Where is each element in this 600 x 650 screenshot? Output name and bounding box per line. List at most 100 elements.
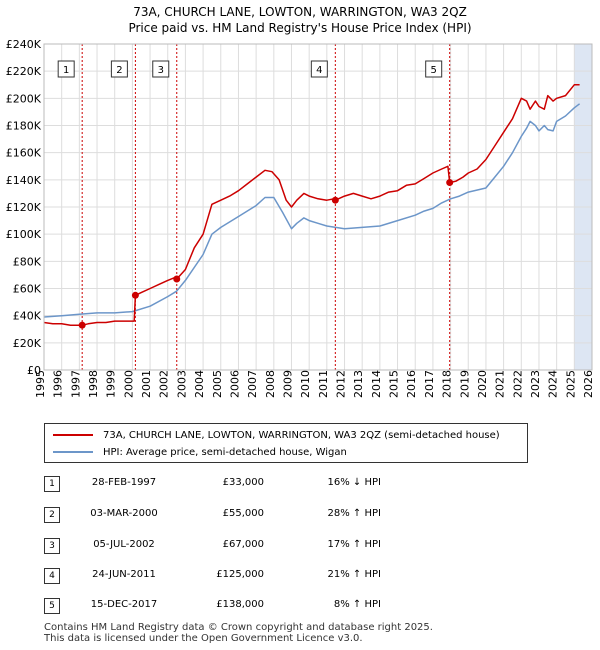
x-tick-label: 2019 <box>458 370 471 398</box>
transaction-hpi-diff: 21% ↑ HPI <box>327 569 381 580</box>
x-tick-label: 2000 <box>122 370 135 398</box>
transaction-price: £125,000 <box>216 569 264 580</box>
footer-copyright: Contains HM Land Registry data © Crown c… <box>44 622 433 633</box>
x-tick-label: 2023 <box>529 370 542 398</box>
x-tick-label: 2003 <box>175 370 188 398</box>
transaction-row: 5 15-DEC-2017 £138,000 8% ↑ HPI <box>44 596 584 616</box>
y-tick-label: £120K <box>6 201 42 214</box>
x-tick-label: 2012 <box>335 370 348 398</box>
x-tick-label: 1996 <box>52 370 65 398</box>
x-tick-label: 2015 <box>388 370 401 398</box>
x-tick-label: 1997 <box>69 370 82 398</box>
sale-number-label: 5 <box>431 65 437 76</box>
x-tick-label: 2014 <box>370 370 383 398</box>
x-tick-label: 2013 <box>352 370 365 398</box>
chart-title-address: 73A, CHURCH LANE, LOWTON, WARRINGTON, WA… <box>133 5 467 19</box>
x-tick-label: 2018 <box>441 370 454 398</box>
x-tick-label: 2009 <box>281 370 294 398</box>
transaction-date: 24-JUN-2011 <box>92 569 156 580</box>
y-tick-label: £240K <box>6 38 42 51</box>
y-tick-label: £60K <box>13 283 42 296</box>
sale-number-label: 4 <box>316 65 322 76</box>
x-tick-label: 1999 <box>105 370 118 398</box>
y-tick-label: £100K <box>6 228 42 241</box>
transaction-number-badge: 1 <box>44 476 60 492</box>
y-tick-label: £0 <box>27 364 41 377</box>
y-axis-tick-labels: £0 £20K £40K £60K £80K £100K £120K £140K £160K £1… <box>6 38 42 377</box>
x-tick-label: 2004 <box>193 370 206 398</box>
x-tick-label: 2026 <box>582 370 595 398</box>
sale-number-box <box>425 60 443 78</box>
transaction-date: 28-FEB-1997 <box>91 477 157 488</box>
transaction-row: 3 05-JUL-2002 £67,000 17% ↑ HPI <box>44 536 584 556</box>
x-tick-label: 2005 <box>211 370 224 398</box>
sale-number-label: 1 <box>63 65 69 76</box>
transaction-number-badge: 3 <box>44 538 60 554</box>
x-tick-label: 2001 <box>140 370 153 398</box>
footer-licence: This data is licensed under the Open Gov… <box>44 633 363 644</box>
x-tick-label: 2020 <box>476 370 489 398</box>
x-tick-label: 2011 <box>317 370 330 398</box>
x-tick-label: 2007 <box>246 370 259 398</box>
chart-legend: 73A, CHURCH LANE, LOWTON, WARRINGTON, WA… <box>44 423 528 463</box>
sale-point <box>173 275 181 283</box>
sale-number-label: 3 <box>158 65 164 76</box>
x-tick-label: 1995 <box>34 370 47 398</box>
sale-number-box <box>152 60 170 78</box>
transaction-price: £67,000 <box>222 539 264 550</box>
transaction-number-badge: 5 <box>44 598 60 614</box>
transaction-row: 4 24-JUN-2011 £125,000 21% ↑ HPI <box>44 566 584 586</box>
transaction-number-badge: 2 <box>44 507 60 523</box>
plot-area-frame <box>43 43 593 371</box>
sale-point <box>331 196 339 204</box>
x-tick-label: 2016 <box>405 370 418 398</box>
x-tick-label: 2006 <box>228 370 241 398</box>
x-tick-label: 2021 <box>494 370 507 398</box>
y-tick-label: £200K <box>6 92 42 105</box>
sale-number-box <box>110 60 128 78</box>
legend-property-label: 73A, CHURCH LANE, LOWTON, WARRINGTON, WA… <box>103 429 500 441</box>
legend-item-property: 73A, CHURCH LANE, LOWTON, WARRINGTON, WA… <box>53 427 500 443</box>
y-tick-label: £20K <box>13 337 42 350</box>
x-tick-label: 2022 <box>511 370 524 398</box>
x-tick-label: 2025 <box>564 370 577 398</box>
y-tick-label: £180K <box>6 120 42 133</box>
x-tick-label: 2010 <box>299 370 312 398</box>
transaction-row: 1 28-FEB-1997 £33,000 16% ↓ HPI <box>44 474 584 494</box>
chart-title-subtitle: Price paid vs. HM Land Registry's House … <box>128 21 472 35</box>
x-tick-label: 2017 <box>423 370 436 398</box>
sale-point <box>78 321 86 329</box>
transaction-price: £33,000 <box>222 477 264 488</box>
legend-item-hpi: HPI: Average price, semi-detached house,… <box>53 444 347 460</box>
y-tick-label: £160K <box>6 147 42 160</box>
transaction-number-badge: 4 <box>44 568 60 584</box>
legend-blue-line <box>53 451 93 453</box>
sale-point <box>131 291 139 299</box>
legend-red-line <box>53 434 93 436</box>
x-tick-label: 2002 <box>158 370 171 398</box>
x-axis-tick-labels: 1995 1996 1997 1998 1999 2000 2001 2002 2003 2004… <box>34 370 595 398</box>
sale-number-label: 2 <box>116 65 122 76</box>
sale-point <box>446 179 454 187</box>
transaction-hpi-diff: 17% ↑ HPI <box>327 539 381 550</box>
sale-number-box <box>57 60 75 78</box>
x-tick-label: 2008 <box>264 370 277 398</box>
transaction-date: 15-DEC-2017 <box>90 599 158 610</box>
transaction-hpi-diff: 16% ↓ HPI <box>327 477 381 488</box>
transaction-hpi-diff: 8% ↑ HPI <box>333 599 381 610</box>
transaction-price: £138,000 <box>216 599 264 610</box>
y-tick-label: £140K <box>6 174 42 187</box>
transaction-hpi-diff: 28% ↑ HPI <box>327 508 381 519</box>
transaction-price: £55,000 <box>222 508 264 519</box>
transaction-date: 03-MAR-2000 <box>90 508 158 519</box>
chart-series-lines <box>43 84 581 326</box>
sale-number-box <box>310 60 328 78</box>
y-tick-label: £80K <box>13 255 42 268</box>
x-tick-label: 2024 <box>547 370 560 398</box>
transaction-row: 2 03-MAR-2000 £55,000 28% ↑ HPI <box>44 505 584 525</box>
x-tick-label: 1998 <box>87 370 100 398</box>
hpi-line <box>43 103 581 318</box>
property-price-line <box>43 84 580 326</box>
sale-number-labels: 1 2 3 4 5 <box>57 60 443 78</box>
